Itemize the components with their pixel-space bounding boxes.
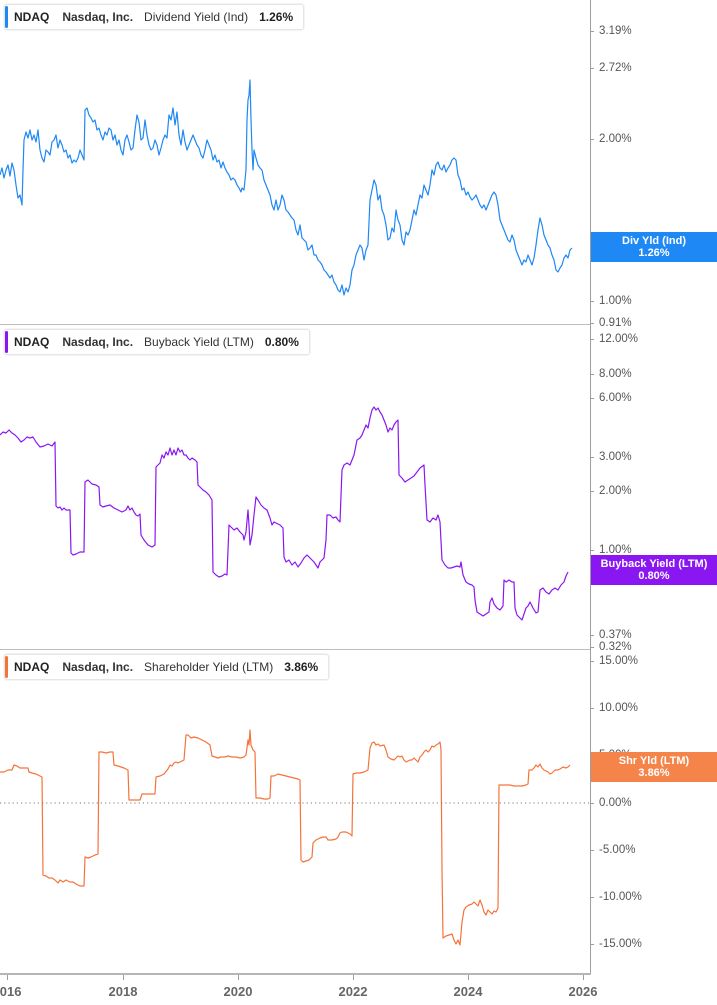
y-tick-label: 2.00% [599,133,632,145]
y-axis-line [590,0,591,974]
x-tick-label: 2024 [453,984,483,999]
last-value-tag-dividend: Div Yld (Ind) 1.26% [591,232,717,262]
last-value-tag-buyback: Buyback Yield (LTM) 0.80% [591,555,717,585]
y-tick [591,635,594,636]
y-tick [591,550,594,551]
legend-metric: Shareholder Yield (LTM) [144,660,274,674]
y-tick-label: 0.32% [599,641,632,653]
y-tick [591,139,594,140]
y-tick-label: 2.72% [599,62,632,74]
y-tick [591,457,594,458]
y-tick [591,850,594,851]
y-tick [591,68,594,69]
y-tick-label: 0.37% [599,629,632,641]
series-color-swatch [5,331,8,353]
series-color-swatch [5,656,8,678]
y-tick-label: -5.00% [599,844,636,856]
series-color-swatch [5,6,8,28]
last-value-tag-shareholder: Shr Yld (LTM) 3.86% [591,752,717,782]
tag-label: Shr Yld (LTM) [618,755,690,767]
y-tick [591,398,594,399]
y-tick-label: 3.19% [599,25,632,37]
x-tick [123,975,124,980]
x-tick-label: 2018 [108,984,138,999]
shareholder-yield-line [0,729,571,946]
panel-divider [0,324,590,325]
y-tick-label: 3.00% [599,451,632,463]
legend-value: 1.26% [259,10,294,24]
y-tick-label: 2.00% [599,485,632,497]
legend-dividend-yield[interactable]: NDAQ Nasdaq, Inc. Dividend Yield (Ind) 1… [4,4,305,30]
legend-buyback-yield[interactable]: NDAQ Nasdaq, Inc. Buyback Yield (LTM) 0.… [4,329,310,355]
legend-value: 3.86% [284,660,319,674]
y-tick [591,944,594,945]
x-tick-label: 2022 [338,984,368,999]
y-tick [591,647,594,648]
y-tick [591,803,594,804]
x-tick-label: 2020 [223,984,253,999]
y-tick [591,897,594,898]
y-tick [591,374,594,375]
tag-value: 1.26% [638,247,670,259]
y-tick [591,708,594,709]
legend-ticker: NDAQ [14,10,50,24]
y-tick-label: 15.00% [599,655,639,667]
x-axis-line [0,973,591,975]
x-tick [583,975,584,980]
y-tick-label: 1.00% [599,544,632,556]
y-tick [591,301,594,302]
y-tick [591,661,594,662]
x-tick [353,975,354,980]
panel-divider [0,649,590,650]
y-tick-label: 0.91% [599,317,632,329]
legend-company: Nasdaq, Inc. [62,10,134,24]
legend-metric: Buyback Yield (LTM) [144,335,254,349]
y-tick [591,31,594,32]
x-tick [7,975,8,980]
tag-label: Buyback Yield (LTM) [600,558,708,570]
tag-value: 0.80% [638,570,670,582]
x-tick-label: 2026 [568,984,598,999]
legend-shareholder-yield[interactable]: NDAQ Nasdaq, Inc. Shareholder Yield (LTM… [4,654,330,680]
legend-ticker: NDAQ [14,335,50,349]
x-tick [468,975,469,980]
tag-label: Div Yld (Ind) [622,235,686,247]
y-tick [591,491,594,492]
legend-value: 0.80% [264,335,299,349]
buyback-yield-line [0,406,569,621]
y-tick-label: -10.00% [599,891,642,903]
x-tick-label: 2016 [0,984,22,999]
legend-metric: Dividend Yield (Ind) [144,10,249,24]
y-tick [591,339,594,340]
y-tick-label: 12.00% [599,333,639,345]
y-tick-label: 10.00% [599,702,639,714]
y-tick-label: 8.00% [599,368,632,380]
y-tick-label: 0.00% [599,797,632,809]
legend-company: Nasdaq, Inc. [62,660,134,674]
dividend-yield-line [0,79,573,296]
y-tick [591,323,594,324]
tag-value: 3.86% [638,767,670,779]
x-tick [238,975,239,980]
y-tick-label: 1.00% [599,295,632,307]
y-tick-label: -15.00% [599,938,642,950]
legend-ticker: NDAQ [14,660,50,674]
legend-company: Nasdaq, Inc. [62,335,134,349]
y-tick-label: 6.00% [599,392,632,404]
